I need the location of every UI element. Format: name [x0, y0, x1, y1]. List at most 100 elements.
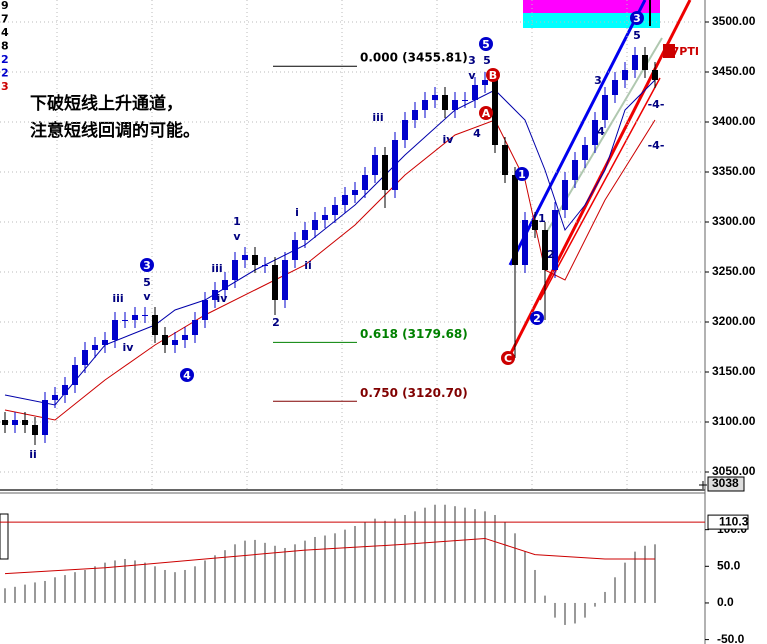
oscillator-bar: [94, 566, 96, 603]
candle-body: [252, 255, 258, 265]
oscillator-bar: [524, 551, 526, 603]
candle-body: [82, 350, 88, 365]
side-digit: 8: [1, 40, 9, 53]
wave-label: 3: [143, 259, 151, 272]
candle-body: [332, 205, 338, 215]
candle-body: [652, 70, 658, 80]
y-tick-label: 3150.00: [712, 364, 756, 378]
wave-label: 1: [518, 168, 526, 181]
oscillator-bar: [54, 577, 56, 603]
side-digit: 9: [1, 0, 9, 12]
candle-body: [542, 230, 548, 270]
fib-label: 0.618 (3179.68): [360, 327, 468, 341]
candle-body: [552, 210, 558, 270]
fib-label: 0.750 (3120.70): [360, 386, 468, 400]
wave-label: 3: [594, 74, 602, 87]
candle-body: [232, 260, 238, 280]
last-price-box: [707, 476, 745, 492]
candle-body: [292, 240, 298, 260]
wave-label: v: [468, 69, 476, 82]
wave-label: B: [489, 69, 497, 82]
level-box: [707, 514, 749, 530]
y-tick-label: 3450.00: [712, 64, 756, 78]
oscillator-bar: [244, 540, 246, 603]
candle-body: [612, 80, 618, 95]
y-tick-label: 3050.00: [712, 464, 756, 478]
oscillator-bar: [114, 560, 116, 603]
oscillator-bar: [464, 507, 466, 603]
oscillator-bar: [134, 560, 136, 603]
candle-body: [192, 320, 198, 335]
candle-body: [272, 265, 278, 300]
candle-body: [622, 70, 628, 80]
oscillator-bar: [294, 544, 296, 603]
candle-body: [452, 100, 458, 110]
wave-circle: [479, 106, 493, 120]
candle-body: [402, 120, 408, 140]
y-tick-label: 0.0: [717, 595, 734, 609]
wave-label: 4: [183, 369, 191, 382]
candle-body: [632, 55, 638, 70]
wave-label: 4: [473, 127, 481, 140]
candle-body: [462, 100, 468, 101]
wave-label: iii: [112, 292, 123, 305]
candle-body: [42, 400, 48, 435]
candle-body: [352, 190, 358, 195]
wave-label: 2: [547, 248, 555, 261]
candle-body: [642, 55, 648, 70]
candle-body: [482, 80, 488, 85]
oscillator-bar: [4, 588, 6, 603]
wave-label: ii: [29, 448, 37, 461]
wave-label: 2: [533, 312, 541, 325]
oscillator-bar: [504, 522, 506, 603]
wave-label: ii: [304, 259, 312, 272]
cyan-box: [523, 13, 660, 28]
wave-label: iii: [211, 262, 222, 275]
oscillator-bar: [574, 602, 576, 624]
side-digit: 2: [1, 53, 9, 66]
wave-circle: [140, 258, 154, 272]
oscillator-bar: [594, 602, 596, 607]
candle-body: [442, 95, 448, 110]
candle-body: [2, 420, 8, 425]
candle-body: [472, 85, 478, 100]
oscillator-bar: [654, 544, 656, 603]
candle-body: [532, 220, 538, 230]
wave-label: C: [504, 352, 512, 365]
candle-body: [582, 145, 588, 160]
oscillator-bar: [264, 542, 266, 603]
candle-body: [102, 340, 108, 345]
candle-body: [202, 300, 208, 320]
side-digit: 7: [1, 13, 9, 26]
wave-label: 1: [538, 212, 546, 225]
oscillator-bar: [194, 566, 196, 603]
candle-body: [132, 315, 138, 320]
wave-circle: [180, 368, 194, 382]
oscillator-bar: [324, 535, 326, 603]
candle-body: [152, 315, 158, 335]
candle-body: [222, 280, 228, 290]
oscillator-bar: [424, 507, 426, 603]
candle-body: [572, 160, 578, 180]
candle-body: [322, 215, 328, 220]
oscillator-bar: [644, 545, 646, 603]
candle-body: [242, 255, 248, 260]
wave-label: i: [295, 206, 299, 219]
y-tick-label: 3250.00: [712, 264, 756, 278]
wave-circle: [501, 351, 515, 365]
oscillator-bar: [634, 551, 636, 603]
fib-label: 0.000 (3455.81): [360, 51, 468, 65]
candle-body: [422, 100, 428, 110]
candle-body: [362, 175, 368, 190]
annotation: 下破短线上升通道，: [30, 93, 183, 114]
oscillator-bar: [614, 577, 616, 603]
level-label: 110.3: [719, 514, 749, 528]
candle-body: [382, 155, 388, 190]
y-tick-label: 3400.00: [712, 114, 756, 128]
candle-body: [52, 395, 58, 400]
oscillator-bar: [154, 566, 156, 603]
candle-body: [92, 345, 98, 350]
y-tick-label: -50.0: [717, 632, 745, 644]
